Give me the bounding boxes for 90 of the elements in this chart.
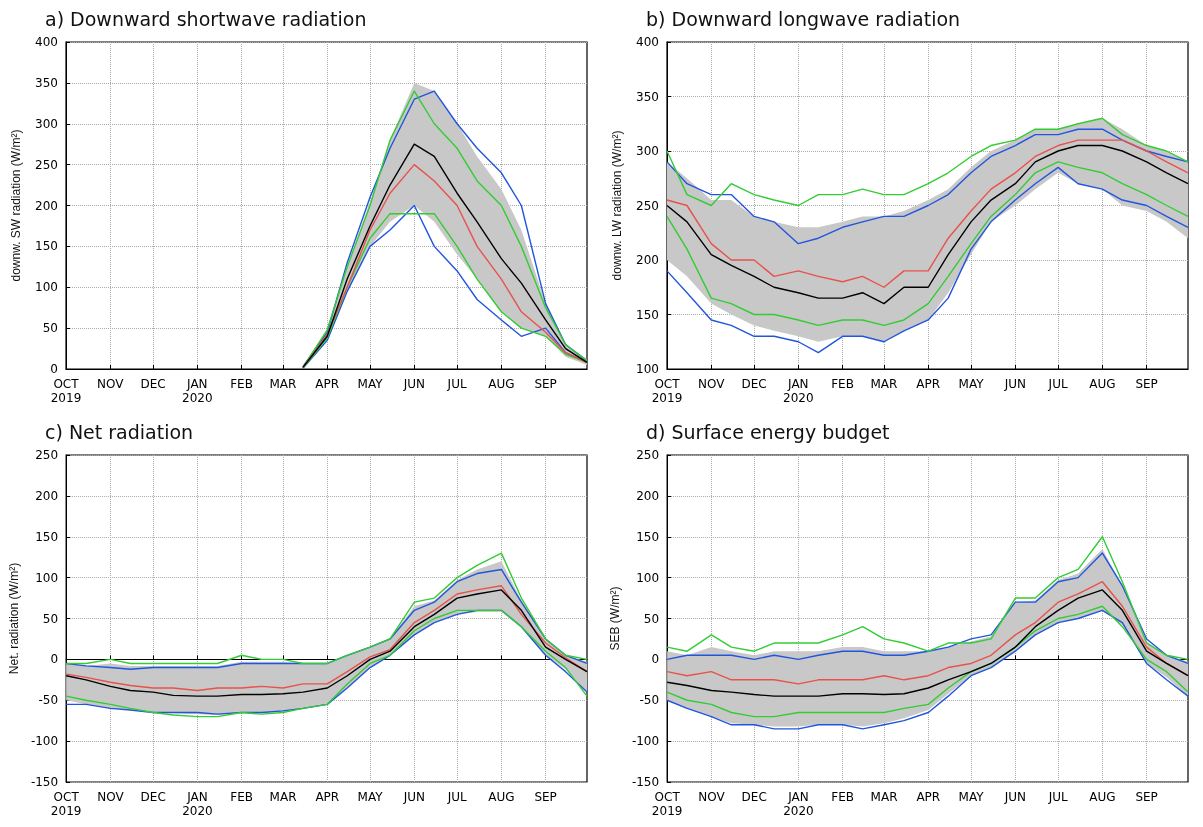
chart-title: d) Surface energy budget	[646, 420, 890, 443]
y-tick-label: -150	[631, 775, 660, 789]
y-tick-label: 150	[636, 307, 659, 322]
y-tick-label: -100	[631, 734, 660, 749]
x-tick-label: FEB	[831, 790, 855, 804]
x-tick-label: SEP	[534, 377, 557, 391]
x-tick-label: JUL	[446, 377, 467, 391]
y-tick-label: 250	[636, 198, 659, 213]
x-tick-label: APR	[916, 377, 941, 391]
y-tick-label: 350	[636, 89, 659, 104]
x-tick-label: DEC	[741, 377, 767, 391]
y-tick-label: 100	[636, 362, 659, 376]
y-tick-label: 250	[636, 448, 660, 462]
x-tick-label: APR	[315, 377, 340, 391]
x-tick-label: DEC	[140, 377, 166, 391]
y-tick-label: 50	[42, 611, 59, 626]
x-tick-label: DEC	[741, 790, 767, 804]
y-tick-label: 250	[35, 157, 58, 172]
x-tick-label: MAY	[958, 377, 985, 391]
x-tick-label: MAR	[269, 377, 297, 391]
y-tick-label: 200	[636, 488, 660, 503]
x-tick-label: AUG	[488, 377, 515, 391]
x-tick-label: SEP	[534, 790, 557, 804]
y-tick-label: 150	[35, 239, 58, 254]
y-axis-title: downw. LW radiation (W/m²)	[610, 130, 624, 281]
y-tick-label: -100	[30, 734, 59, 749]
x-tick-label: MAR	[269, 790, 297, 804]
x-tick-label: FEB	[230, 790, 254, 804]
y-tick-label: 150	[636, 529, 660, 544]
x-tick-label: MAY	[357, 377, 384, 391]
y-tick-label: 50	[42, 321, 58, 336]
chart-title: b) Downward longwave radiation	[646, 7, 961, 30]
x-tick-label: AUG	[1089, 790, 1116, 804]
chart-title: a) Downward shortwave radiation	[45, 7, 367, 30]
y-axis-title: SEB (W/m²)	[608, 586, 622, 651]
y-axis-title: Net. radiation (W/m²)	[7, 562, 21, 675]
x-tick-label: OCT 2019	[651, 377, 683, 405]
x-tick-label: DEC	[140, 790, 166, 804]
y-tick-label: 400	[35, 35, 58, 49]
chart-title: c) Net radiation	[45, 420, 194, 443]
y-tick-label: 200	[35, 198, 58, 213]
x-tick-label: FEB	[831, 377, 854, 391]
x-tick-label: JAN 2020	[182, 790, 213, 818]
x-tick-label: MAY	[357, 790, 384, 804]
y-tick-label: 250	[35, 448, 59, 462]
x-tick-label: JUL	[1047, 377, 1068, 391]
y-tick-label: 200	[35, 488, 59, 503]
x-tick-label: JUN	[1003, 790, 1026, 804]
x-tick-label: JUN	[402, 377, 425, 391]
y-tick-label: -50	[639, 693, 660, 708]
x-tick-label: APR	[916, 790, 941, 804]
y-tick-label: -50	[38, 693, 59, 708]
y-tick-label: 100	[35, 570, 59, 585]
y-tick-label: 300	[35, 116, 58, 131]
y-tick-label: 100	[35, 280, 58, 295]
x-tick-label: NOV	[97, 790, 125, 804]
y-tick-label: 200	[636, 253, 659, 267]
x-tick-label: MAY	[958, 790, 985, 804]
x-tick-label: OCT 2019	[651, 790, 683, 818]
y-tick-label: 0	[50, 362, 58, 376]
y-tick-label: 150	[35, 529, 59, 544]
y-axis-title: downw. SW radiation (W/m²)	[9, 129, 23, 282]
x-tick-label: MAR	[870, 377, 898, 391]
x-tick-label: JAN 2020	[182, 377, 213, 405]
x-tick-label: AUG	[1089, 377, 1116, 391]
y-tick-label: -150	[30, 775, 59, 789]
x-tick-label: OCT 2019	[50, 790, 82, 818]
x-tick-label: FEB	[230, 377, 253, 391]
x-tick-label: JAN 2020	[783, 377, 814, 405]
x-tick-label: APR	[315, 790, 340, 804]
y-tick-label: 50	[643, 611, 660, 626]
x-tick-label: OCT 2019	[50, 377, 82, 405]
x-tick-label: JUN	[1003, 377, 1026, 391]
x-tick-label: NOV	[698, 377, 726, 391]
y-tick-label: 100	[636, 570, 660, 585]
x-tick-label: NOV	[698, 790, 726, 804]
x-tick-label: MAR	[870, 790, 898, 804]
y-tick-label: 400	[636, 35, 659, 49]
y-tick-label: 0	[50, 652, 59, 667]
x-tick-label: JUN	[402, 790, 425, 804]
x-tick-label: JUL	[446, 790, 467, 804]
y-tick-label: 300	[636, 144, 659, 158]
y-tick-label: 0	[651, 652, 660, 667]
x-tick-label: SEP	[1135, 790, 1158, 804]
x-tick-label: JAN 2020	[783, 790, 814, 818]
x-tick-label: AUG	[488, 790, 515, 804]
x-tick-label: SEP	[1135, 377, 1158, 391]
x-tick-label: JUL	[1047, 790, 1068, 804]
y-tick-label: 350	[35, 75, 58, 90]
x-tick-label: NOV	[97, 377, 125, 391]
